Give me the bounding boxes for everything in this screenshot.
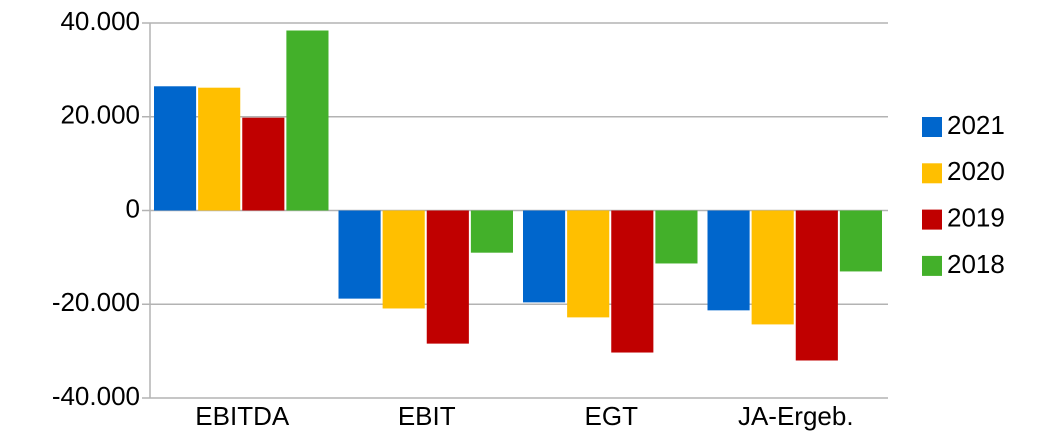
legend-swatch: [922, 117, 942, 137]
bar: [795, 210, 838, 361]
bar: [751, 210, 794, 325]
x-tick-label: EBIT: [398, 401, 456, 431]
bar: [567, 210, 610, 318]
bar: [611, 210, 654, 353]
y-tick-label: -40.000: [52, 381, 140, 411]
bar: [707, 210, 750, 311]
bar: [338, 210, 381, 299]
bar: [470, 210, 513, 253]
y-tick-label: 20.000: [60, 100, 140, 130]
bar: [523, 210, 566, 303]
legend-swatch: [922, 209, 942, 230]
y-tick-label: 0: [126, 193, 140, 223]
legend-label: 2019: [947, 202, 1005, 232]
bar: [655, 210, 698, 264]
y-tick-label: 40.000: [60, 6, 140, 36]
legend-swatch: [922, 255, 942, 276]
legend-swatch: [922, 163, 942, 184]
legend-label: 2020: [947, 156, 1005, 186]
x-tick-label: EGT: [585, 401, 639, 431]
x-tick-label: JA-Ergeb.: [738, 401, 854, 431]
legend-label: 2018: [947, 249, 1005, 279]
bar: [839, 210, 882, 272]
bar: [426, 210, 469, 344]
bar: [242, 117, 285, 211]
bar: [382, 210, 425, 309]
bar: [286, 30, 329, 211]
bar: [198, 87, 241, 211]
bar: [154, 86, 197, 211]
y-tick-label: -20.000: [52, 287, 140, 317]
x-tick-label: EBITDA: [195, 401, 290, 431]
legend-label: 2021: [947, 110, 1005, 140]
